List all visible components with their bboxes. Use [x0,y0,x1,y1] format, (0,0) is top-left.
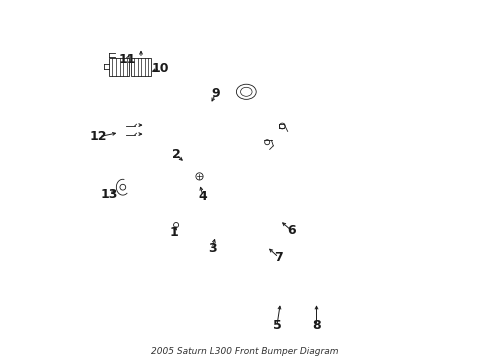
Text: 9: 9 [211,87,220,100]
Text: 5: 5 [272,319,281,332]
Text: 1: 1 [169,226,178,239]
Text: 8: 8 [311,319,320,332]
Text: 2: 2 [171,148,180,161]
Text: 3: 3 [207,242,216,255]
Text: 7: 7 [274,251,283,264]
Text: 11: 11 [119,53,136,66]
Bar [109,58,129,76]
Text: 12: 12 [90,130,107,143]
Bar [131,58,151,76]
Text: 2005 Saturn L300 Front Bumper Diagram: 2005 Saturn L300 Front Bumper Diagram [150,347,338,356]
Text: 6: 6 [286,224,295,237]
Text: 13: 13 [101,188,118,201]
Text: 4: 4 [198,190,207,203]
Text: 10: 10 [151,62,168,75]
